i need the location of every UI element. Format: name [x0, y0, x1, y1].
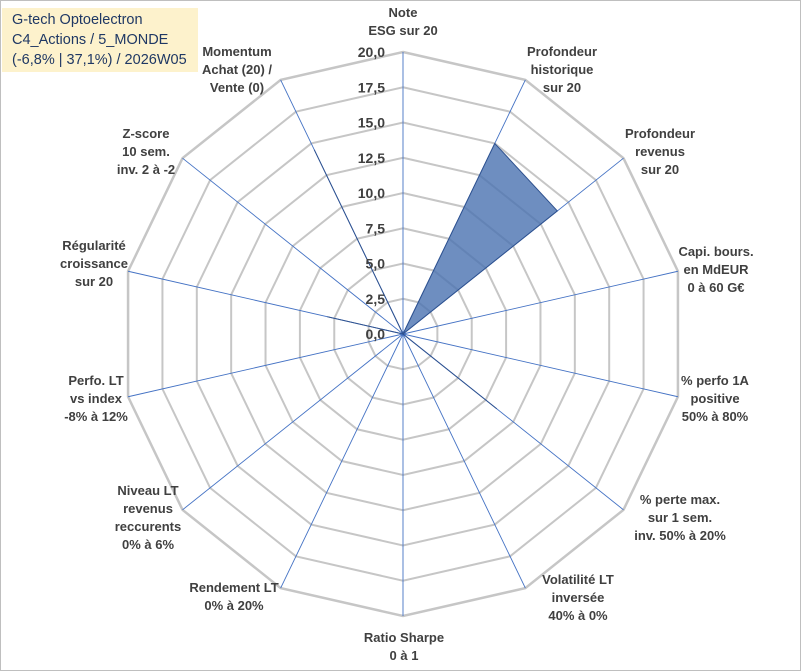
- tick-label: 0,0: [366, 326, 386, 342]
- axis-label: Ratio Sharpe 0 à 1: [364, 630, 444, 663]
- radar-spoke: [402, 333, 679, 398]
- axis-label: % perfo 1A positive 50% à 80%: [681, 373, 750, 424]
- axis-label: Régularité croissance sur 20: [60, 238, 128, 289]
- tick-label: 2,5: [366, 291, 386, 307]
- axis-label: Rendement LT 0% à 20%: [189, 580, 278, 613]
- radar-spoke: [182, 157, 404, 335]
- axis-label: Perfo. LT vs index -8% à 12%: [64, 373, 128, 424]
- title-performance-week: (-6,8% | 37,1%) / 2026W05: [12, 52, 187, 68]
- tick-label: 7,5: [366, 220, 386, 236]
- tick-label: 17,5: [358, 79, 385, 95]
- title-category: C4_Actions / 5_MONDE: [12, 32, 169, 48]
- axis-label: % perte max. sur 1 sem. inv. 50% à 20%: [634, 492, 726, 543]
- radar-spoke: [402, 270, 679, 335]
- tick-label: 12,5: [358, 150, 385, 166]
- radar-spoke: [127, 333, 404, 398]
- radar-spoke: [280, 333, 404, 589]
- axis-label: Profondeur revenus sur 20: [625, 126, 695, 177]
- axis-label: Volatilité LT inversée 40% à 0%: [542, 572, 614, 623]
- axis-label: Capi. bours. en MdEUR 0 à 60 G€: [678, 244, 753, 295]
- axis-label: Profondeur historique sur 20: [527, 44, 597, 95]
- axis-label: Z-score 10 sem. inv. 2 à -2: [117, 126, 175, 177]
- series-area: [313, 142, 559, 410]
- chart-title-box: G-tech Optoelectron C4_Actions / 5_MONDE…: [2, 8, 198, 72]
- radar-axis-labels: Note ESG sur 20 Profondeur historique sur 20…: [60, 5, 754, 663]
- radar-spoke: [402, 333, 526, 589]
- tick-label: 15,0: [358, 115, 385, 131]
- title-company-name: G-tech Optoelectron: [12, 12, 143, 28]
- tick-label: 20,0: [358, 44, 385, 60]
- radar-tick-labels: 0,0 2,5 5,0 7,5 10,0 12,5 15,0 17,5 20,0: [358, 44, 385, 342]
- axis-label: Momentum Achat (20) / Vente (0): [202, 44, 272, 95]
- radar-spoke: [182, 333, 404, 511]
- radar-series: [313, 142, 559, 410]
- axis-label: Niveau LT revenus reccurents 0% à 6%: [115, 483, 181, 552]
- tick-label: 10,0: [358, 185, 385, 201]
- axis-label: Note ESG sur 20: [368, 5, 437, 38]
- tick-label: 5,0: [366, 256, 386, 272]
